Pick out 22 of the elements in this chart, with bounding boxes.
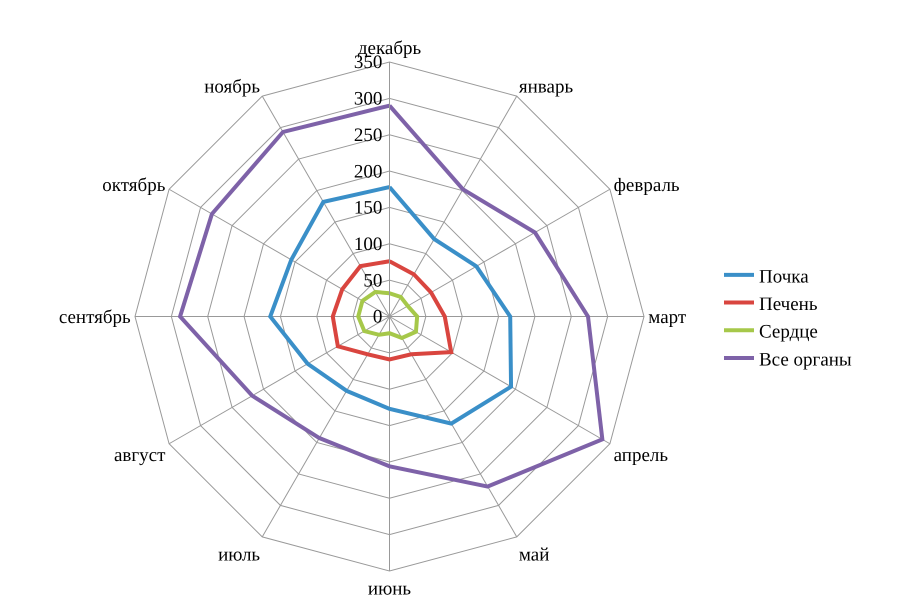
spoke-label: июль [218, 544, 260, 566]
spoke-label: апрель [614, 445, 668, 466]
spoke-label: февраль [614, 174, 680, 196]
y-tick-label: 250 [354, 124, 382, 146]
legend-label: Почка [759, 266, 810, 288]
spoke-label: май [518, 544, 550, 566]
y-tick-label: 300 [354, 88, 382, 110]
y-tick-label: 50 [363, 270, 382, 292]
y-tick-label: 200 [354, 161, 382, 182]
spoke-label: март [648, 307, 687, 328]
y-tick-label: 100 [354, 234, 382, 255]
spoke-label: октябрь [102, 174, 166, 196]
spoke-label: июнь [368, 578, 412, 600]
legend-label: Сердце [759, 322, 818, 343]
legend-label: Все органы [759, 349, 852, 370]
spoke-label: январь [518, 76, 574, 98]
spoke-label: сентябрь [58, 307, 132, 328]
spoke-label: август [114, 445, 166, 466]
spoke-label: ноябрь [204, 76, 260, 98]
legend-label: Печень [759, 294, 818, 315]
y-tick-label: 150 [354, 198, 382, 219]
y-tick-label: 0 [372, 306, 382, 328]
